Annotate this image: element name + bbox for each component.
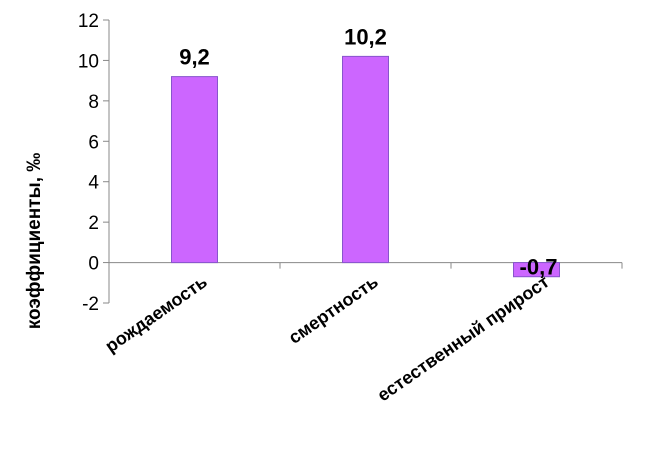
bar xyxy=(171,76,218,264)
category-label: рождаемость xyxy=(101,271,210,356)
y-ticks: 12 10 8 6 4 2 0 -2 xyxy=(78,11,623,315)
data-label: 10,2 xyxy=(344,24,387,49)
data-labels: 9,2 10,2 -0,7 xyxy=(179,24,557,279)
y-tick-label: -2 xyxy=(82,294,99,315)
y-tick-label: 6 xyxy=(88,132,99,153)
y-tick-label: 2 xyxy=(88,213,99,234)
y-tick-label: 8 xyxy=(88,92,99,113)
y-tick-label: 4 xyxy=(88,173,99,194)
bar xyxy=(513,262,560,278)
category-label: естественный прирост xyxy=(374,271,553,405)
y-tick-label: 12 xyxy=(78,11,99,32)
y-axis-label-group: коэффициенты, ‰ xyxy=(24,153,45,330)
y-axis-label: коэффициенты, ‰ xyxy=(24,153,45,330)
y-tick-label: 10 xyxy=(78,51,99,72)
category-label: смертность xyxy=(285,271,382,347)
bar xyxy=(342,55,389,264)
bars xyxy=(171,55,560,278)
data-label: 9,2 xyxy=(179,45,210,70)
data-label: -0,7 xyxy=(520,255,558,280)
y-tick-label: 0 xyxy=(88,254,99,275)
